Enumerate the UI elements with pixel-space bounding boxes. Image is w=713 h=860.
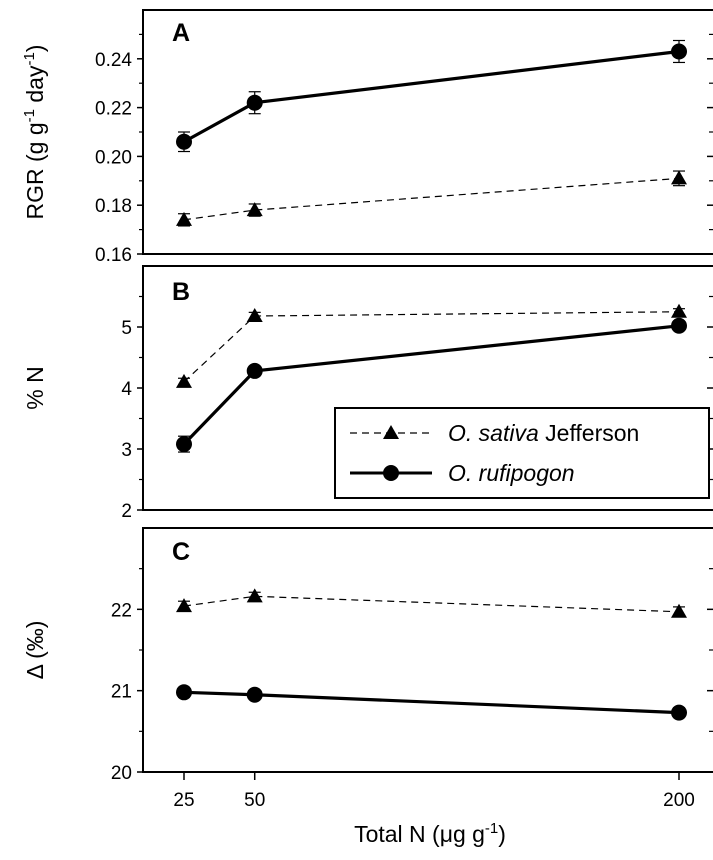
x-tick-label-2: 200 [663, 790, 695, 811]
panel-a-ylabel-sup1: -1 [21, 109, 38, 122]
panel-a-sativa-point-1 [246, 202, 263, 217]
panel-a-rufipogon-point-1 [246, 94, 263, 111]
x-tick-label-0: 25 [173, 790, 194, 811]
panel-a-ticks: 0.16 0.18 0.20 0.22 0.24 [95, 33, 713, 266]
legend-rufipogon-label: O. rufipogon [448, 460, 575, 486]
panel-a-ytick-label-4: 0.24 [95, 50, 132, 71]
panel-b-letter: B [172, 278, 190, 306]
panel-b-ytick-label-1: 3 [121, 440, 132, 461]
panel-c-ytick-label-0: 20 [111, 763, 132, 784]
x-axis-title-main: Total N (μg g [354, 821, 485, 847]
panel-c-ticks: 20 21 22 [111, 568, 713, 784]
panel-b-sativa-point-2 [671, 303, 687, 318]
panel-a-ylabel-sup2: -1 [21, 52, 38, 65]
panel-a-letter: A [172, 19, 190, 47]
panel-a-rufipogon-point-0 [176, 133, 192, 150]
panel-c-sativa-point-1 [246, 588, 263, 603]
panel-a-y-axis-title: RGR (g g-1 day-1) [21, 45, 48, 220]
panel-b-rufipogon-point-1 [246, 362, 263, 379]
panel-a-ytick-label-3: 0.22 [95, 99, 132, 120]
panel-a-rufipogon-point-2 [671, 43, 687, 60]
panel-a-ylabel-end: ) [22, 45, 48, 53]
panel-c-ytick-label-1: 21 [111, 682, 132, 703]
panel-c-frame [142, 527, 713, 773]
panel-c-ytick-label-2: 22 [111, 600, 132, 621]
legend-sativa-label: O. sativa Jefferson [448, 420, 639, 446]
panel-a-sativa-point-0 [176, 211, 192, 226]
panel-c-marks [176, 588, 687, 721]
panel-a: A 0.160.180.200.220.24 RGR (g g-1 day-1) [21, 9, 713, 266]
panel-b-y-axis-title: % N [22, 366, 48, 409]
panel-c-sativa-point-2 [671, 603, 687, 618]
panel-b-ytick-label-2: 4 [121, 379, 132, 400]
legend-box [334, 407, 710, 499]
panel-b-ytick-label-3: 5 [121, 318, 132, 339]
panel-a-ylabel-mid: day [22, 65, 48, 109]
panel-c-sativa-point-0 [176, 598, 192, 613]
panel-b-marks [176, 303, 687, 453]
panel-a-sativa-point-2 [671, 170, 687, 185]
panel-a-ytick-label-1: 0.18 [95, 196, 132, 217]
legend: O. sativa Jefferson O. rufipogon [334, 407, 710, 499]
panel-a-ytick-label-0: 0.16 [95, 245, 132, 266]
panel-b-sativa-point-1 [246, 308, 263, 323]
panel-c-sativa-line [183, 595, 680, 613]
panel-a-ylabel-main: RGR (g g [22, 122, 48, 219]
panel-c-rufipogon-point-2 [671, 704, 687, 721]
panel-c: C 20 21 22 Δ (‰) [22, 527, 713, 784]
panel-a-ytick-label-2: 0.20 [95, 147, 132, 168]
x-axis-title: Total N (μg g-1) [354, 820, 506, 847]
panel-b-rufipogon-point-2 [671, 317, 687, 334]
x-axis-title-end: ) [498, 821, 506, 847]
legend-rufipogon-marker [383, 465, 399, 481]
panel-a-marks [176, 39, 687, 227]
x-tick-label-1: 50 [244, 790, 265, 811]
panel-c-letter: C [172, 538, 190, 566]
legend-sativa-italic: O. sativa [448, 420, 539, 446]
panel-b-sativa-point-0 [176, 373, 192, 388]
panel-c-y-axis-title: Δ (‰) [22, 621, 48, 680]
panel-a-frame [142, 9, 713, 255]
panel-b-rufipogon-point-0 [176, 436, 192, 453]
x-axis-title-sup: -1 [485, 820, 498, 837]
panel-c-rufipogon-point-0 [176, 684, 192, 701]
legend-sativa-marker [383, 425, 399, 439]
panel-c-rufipogon-point-1 [246, 686, 263, 703]
panel-b: B 2 3 4 5 % N O. sativa Jefferson O. rufipo… [22, 265, 713, 522]
panel-b-ytick-label-0: 2 [121, 501, 132, 522]
x-axis: 25 50 200 [173, 772, 695, 811]
legend-sativa-rest: Jefferson [539, 420, 640, 446]
